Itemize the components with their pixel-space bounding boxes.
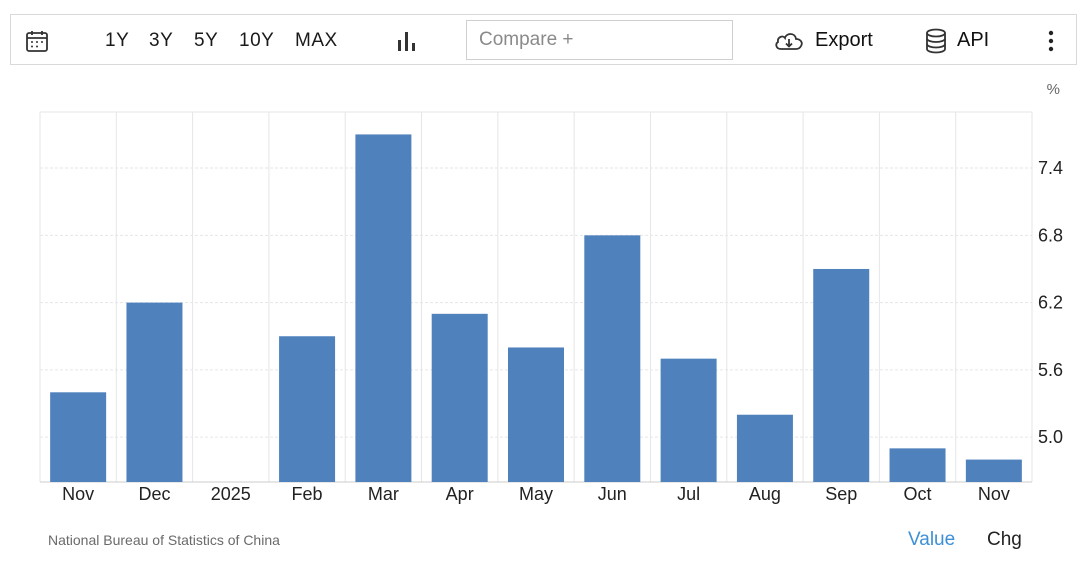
x-tick-label: 2025 bbox=[211, 484, 251, 504]
export-button[interactable]: Export bbox=[773, 15, 873, 66]
x-tick-label: Nov bbox=[62, 484, 94, 504]
bar bbox=[813, 268, 870, 482]
bar bbox=[355, 134, 412, 482]
database-icon bbox=[926, 28, 946, 53]
chart-area: 5.0 5.6 6.2 6.8 7.4% Nov Dec 2025 Feb Mar Apr May Ju… bbox=[0, 66, 1091, 561]
range-10y-button[interactable]: 10Y bbox=[239, 29, 275, 51]
x-tick-label: Feb bbox=[292, 484, 323, 504]
compare-input[interactable] bbox=[466, 20, 733, 60]
bar bbox=[50, 392, 107, 482]
bar-chart: 5.0 5.6 6.2 6.8 7.4% Nov Dec 2025 Feb Mar Apr May Ju… bbox=[39, 81, 1063, 504]
more-button[interactable] bbox=[1047, 15, 1055, 66]
api-button[interactable]: API bbox=[925, 15, 989, 66]
bar bbox=[508, 347, 564, 482]
x-tick-label: Jun bbox=[598, 484, 627, 504]
chart-toolbar: 1Y 3Y 5Y 10Y MAX Export bbox=[10, 14, 1077, 65]
export-label: Export bbox=[815, 29, 873, 51]
bar bbox=[965, 459, 1022, 482]
y-tick-label: 5.0 bbox=[1038, 427, 1063, 447]
cloud-download-icon bbox=[775, 32, 803, 50]
bar bbox=[660, 358, 717, 482]
y-tick-label: 6.8 bbox=[1038, 225, 1063, 245]
chart-type-button[interactable] bbox=[396, 15, 418, 66]
bar bbox=[126, 302, 183, 482]
bar-chart-icon bbox=[398, 31, 415, 51]
x-tick-label: Mar bbox=[368, 484, 399, 504]
bar bbox=[431, 313, 488, 482]
y-axis-unit-label: % bbox=[1047, 81, 1060, 98]
y-tick-label: 6.2 bbox=[1038, 293, 1063, 313]
x-tick-label: Aug bbox=[749, 484, 781, 504]
x-tick-label: Jul bbox=[677, 484, 700, 504]
range-3y-button[interactable]: 3Y bbox=[149, 29, 174, 51]
x-tick-label: Dec bbox=[138, 484, 170, 504]
y-tick-label: 7.4 bbox=[1038, 158, 1063, 178]
bar bbox=[889, 448, 946, 482]
x-tick-label: Oct bbox=[904, 484, 932, 504]
bar bbox=[736, 414, 793, 482]
chg-mode-button[interactable]: Chg bbox=[987, 529, 1022, 550]
bar bbox=[279, 336, 336, 482]
y-tick-label: 5.6 bbox=[1038, 360, 1063, 380]
bar bbox=[584, 235, 641, 482]
x-tick-label: Sep bbox=[825, 484, 857, 504]
value-mode-button[interactable]: Value bbox=[908, 529, 956, 550]
range-1y-button[interactable]: 1Y bbox=[105, 29, 130, 51]
x-tick-label: Apr bbox=[446, 484, 474, 504]
api-label: API bbox=[957, 29, 990, 51]
calendar-icon bbox=[26, 30, 48, 52]
x-tick-label: Nov bbox=[978, 484, 1010, 504]
range-max-button[interactable]: MAX bbox=[295, 29, 338, 51]
more-vertical-icon bbox=[1048, 30, 1054, 51]
source-label: National Bureau of Statistics of China bbox=[48, 532, 280, 548]
x-tick-label: May bbox=[519, 484, 553, 504]
range-5y-button[interactable]: 5Y bbox=[194, 29, 219, 51]
calendar-button[interactable] bbox=[25, 15, 49, 66]
